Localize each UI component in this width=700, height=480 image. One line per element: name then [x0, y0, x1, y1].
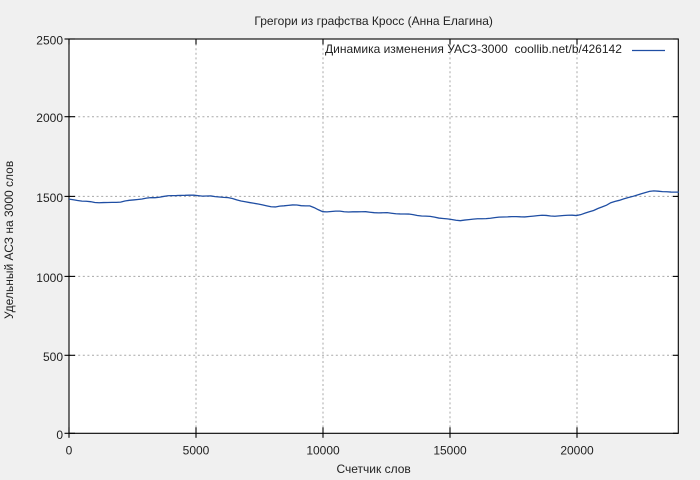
svg-text:0: 0	[66, 444, 73, 458]
svg-text:Динамика изменения УАС3-3000: Динамика изменения УАС3-3000 coollib.net…	[325, 42, 622, 56]
svg-text:10000: 10000	[306, 444, 340, 458]
svg-text:2000: 2000	[36, 111, 63, 125]
svg-text:500: 500	[43, 350, 63, 364]
svg-text:5000: 5000	[183, 444, 210, 458]
svg-text:0: 0	[56, 428, 63, 442]
svg-text:20000: 20000	[560, 444, 594, 458]
svg-text:15000: 15000	[433, 444, 467, 458]
svg-text:1500: 1500	[36, 191, 63, 205]
svg-text:2500: 2500	[36, 34, 63, 48]
svg-text:1000: 1000	[36, 271, 63, 285]
